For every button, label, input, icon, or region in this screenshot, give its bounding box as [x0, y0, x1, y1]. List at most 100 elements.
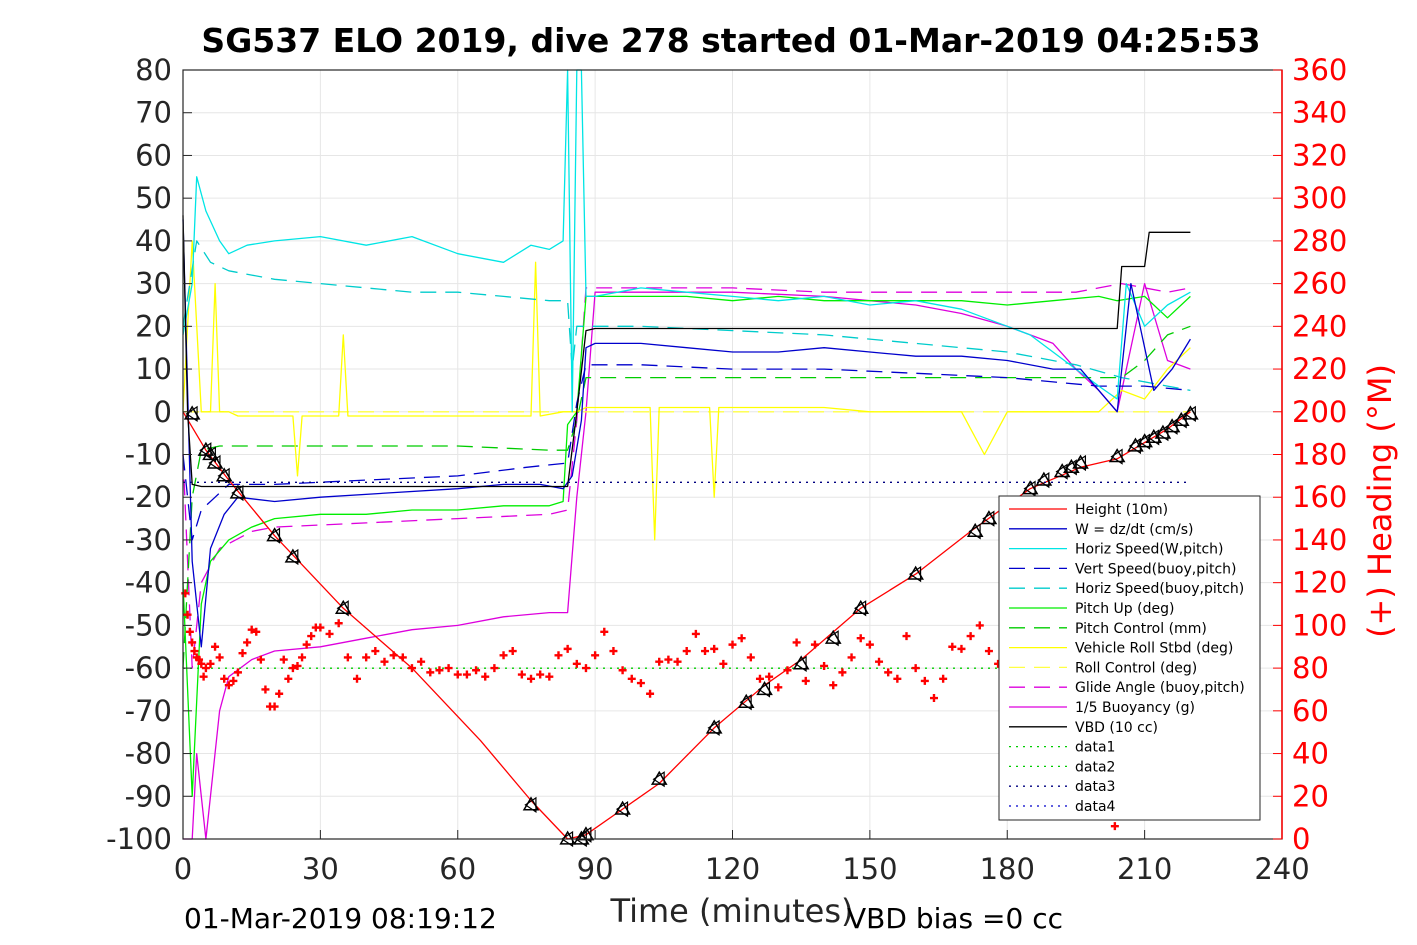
footer-vbd-bias: VBD bias =0 cc [847, 902, 1063, 935]
heading-point [334, 619, 343, 628]
heading-point [929, 694, 938, 703]
heading-point [298, 653, 307, 662]
y-right-tick-label: 360 [1292, 53, 1347, 87]
y-right-tick-label: 160 [1292, 480, 1347, 514]
heading-point [407, 664, 416, 673]
y-left-tick-label: 20 [135, 309, 172, 343]
depth-marker-left [1023, 480, 1036, 497]
depth-marker-left [267, 527, 281, 544]
heading-point [746, 653, 755, 662]
heading-point [417, 657, 426, 666]
y-right-tick-label: 180 [1292, 438, 1347, 472]
heading-point [371, 647, 380, 656]
heading-point [307, 632, 316, 641]
heading-point [435, 666, 444, 675]
x-tick-label: 90 [577, 852, 614, 886]
heading-point [591, 651, 600, 660]
heading-point [325, 629, 334, 638]
y-left-tick-label: -10 [125, 438, 172, 472]
heading-point [343, 653, 352, 662]
heading-point [728, 640, 737, 649]
heading-point [211, 642, 220, 651]
heading-point [865, 640, 874, 649]
y-left-tick-label: 60 [135, 138, 172, 172]
legend-label: Height (10m) [1075, 502, 1168, 518]
depth-marker-left [1183, 405, 1196, 423]
legend-label: data4 [1075, 799, 1116, 815]
heading-point [801, 676, 810, 685]
legend-box [998, 495, 1261, 821]
y-left-tick-label: -50 [125, 608, 172, 642]
depth-marker-left [707, 719, 720, 737]
x-tick-label: 180 [980, 852, 1035, 886]
y-right-tick-label: 260 [1292, 267, 1347, 301]
depth-marker-left [579, 826, 592, 843]
heading-point [545, 672, 554, 681]
heading-point [197, 659, 206, 668]
y-left-tick-label: 30 [135, 267, 172, 301]
series-line-3 [182, 364, 1191, 541]
heading-point [966, 632, 975, 641]
legend-label: Roll Control (deg) [1075, 660, 1197, 676]
footer-timestamp: 01-Mar-2019 08:19:12 [184, 902, 497, 935]
heading-point [472, 666, 481, 675]
y-left-tick-label: 50 [135, 181, 172, 215]
y-right-tick-label: 120 [1292, 566, 1347, 600]
y-right-tick-label: 60 [1292, 694, 1329, 728]
heading-point [911, 664, 920, 673]
legend-label: Vert Speed(buoy,pitch) [1075, 561, 1237, 577]
heading-point [490, 664, 499, 673]
depth-marker-left [217, 467, 230, 484]
y-right-tick-label: 340 [1292, 96, 1347, 130]
heading-point [655, 657, 664, 666]
heading-point [646, 689, 655, 698]
heading-point [774, 683, 783, 692]
depth-marker-left [854, 600, 867, 617]
heading-point [380, 657, 389, 666]
y-right-tick-label: 100 [1292, 608, 1347, 642]
series-line-1 [182, 219, 1191, 648]
heading-point [984, 647, 993, 656]
heading-series [181, 589, 1119, 831]
heading-point [975, 621, 984, 630]
depth-marker-left [826, 630, 839, 647]
heading-point [755, 674, 764, 683]
y-left-tick-label: 40 [135, 224, 172, 258]
heading-point [316, 623, 325, 632]
heading-point [939, 674, 948, 683]
heading-point [224, 681, 233, 690]
heading-point [293, 661, 302, 670]
y-right-tick-label: 300 [1292, 181, 1347, 215]
heading-point [636, 679, 645, 688]
heading-point [719, 659, 728, 668]
x-tick-label: 150 [842, 852, 897, 886]
heading-point [302, 640, 311, 649]
y-right-tick-label: 40 [1292, 737, 1329, 771]
x-tick-label: 210 [1117, 852, 1172, 886]
series-line-7 [182, 240, 1191, 541]
heading-point [279, 655, 288, 664]
heading-point [229, 676, 238, 685]
heading-point [444, 664, 453, 673]
y-left-tick-label: 70 [135, 96, 172, 130]
legend-label: W = dz/dt (cm/s) [1075, 522, 1194, 538]
y-right-tick-label: 280 [1292, 224, 1347, 258]
heading-point [201, 664, 210, 673]
heading-point [810, 640, 819, 649]
heading-point [701, 647, 710, 656]
heading-point [270, 702, 279, 711]
heading-point [581, 664, 590, 673]
heading-point [389, 651, 398, 660]
heading-point [600, 627, 609, 636]
right-axis-label: (+) Heading (°M) [1361, 364, 1399, 638]
depth-marker-left [1073, 454, 1087, 472]
series-line-11 [182, 215, 1191, 488]
depth-marker-left [739, 694, 752, 711]
heading-point [288, 664, 297, 673]
heading-point [195, 655, 204, 664]
heading-point [233, 668, 242, 677]
y-left-tick-label: -20 [125, 480, 172, 514]
heading-point [252, 627, 261, 636]
depth-marker-left [336, 600, 349, 617]
y-right-tick-label: 220 [1292, 352, 1347, 386]
